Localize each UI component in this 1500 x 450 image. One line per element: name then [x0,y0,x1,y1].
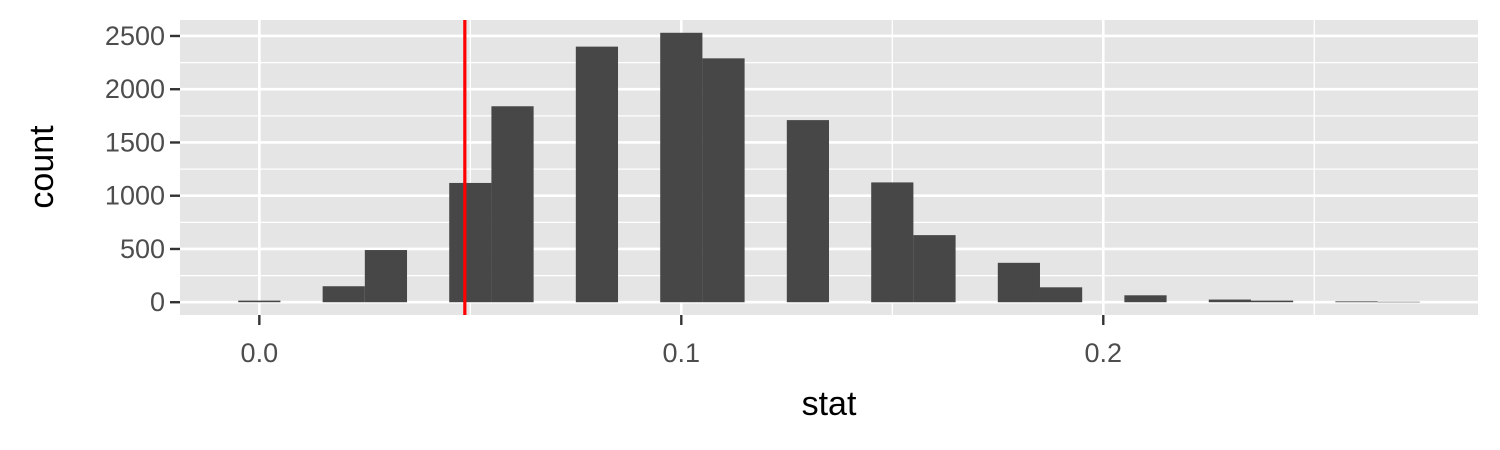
y-tick-label: 2000 [105,74,165,104]
histogram-bar [575,46,619,303]
histogram-bar [238,300,281,303]
histogram-bar [660,32,703,303]
histogram-bar [1250,300,1294,303]
histogram-bar [871,182,914,303]
x-tick-label: 0.1 [663,338,701,368]
x-tick-label: 0.0 [241,338,279,368]
x-axis-title: stat [802,385,857,423]
y-tick-label: 500 [120,234,165,264]
histogram-bar [786,120,829,303]
histogram-bar [1335,301,1378,303]
y-tick-label: 1500 [105,127,165,157]
y-tick-label: 0 [150,287,165,317]
histogram-bar [491,106,534,303]
histogram-bar [322,286,365,303]
histogram-bar [997,262,1040,303]
histogram-bar [1377,301,1420,303]
x-tick-label: 0.2 [1085,338,1123,368]
x-axis: 0.0 0.1 0.2 [241,315,1123,368]
histogram-bar [1124,295,1167,303]
histogram-bar [913,235,956,303]
histogram-bar [449,182,492,303]
histogram-bars [238,32,1420,303]
histogram-bar [702,58,745,303]
y-tick-label: 2500 [105,21,165,51]
histogram-bar [1039,287,1083,303]
histogram-bar [1208,299,1251,303]
y-axis: 0 500 1000 1500 2000 2500 [105,21,180,317]
y-tick-label: 1000 [105,181,165,211]
histogram-bar [364,250,408,303]
y-axis-title: count [23,125,61,209]
